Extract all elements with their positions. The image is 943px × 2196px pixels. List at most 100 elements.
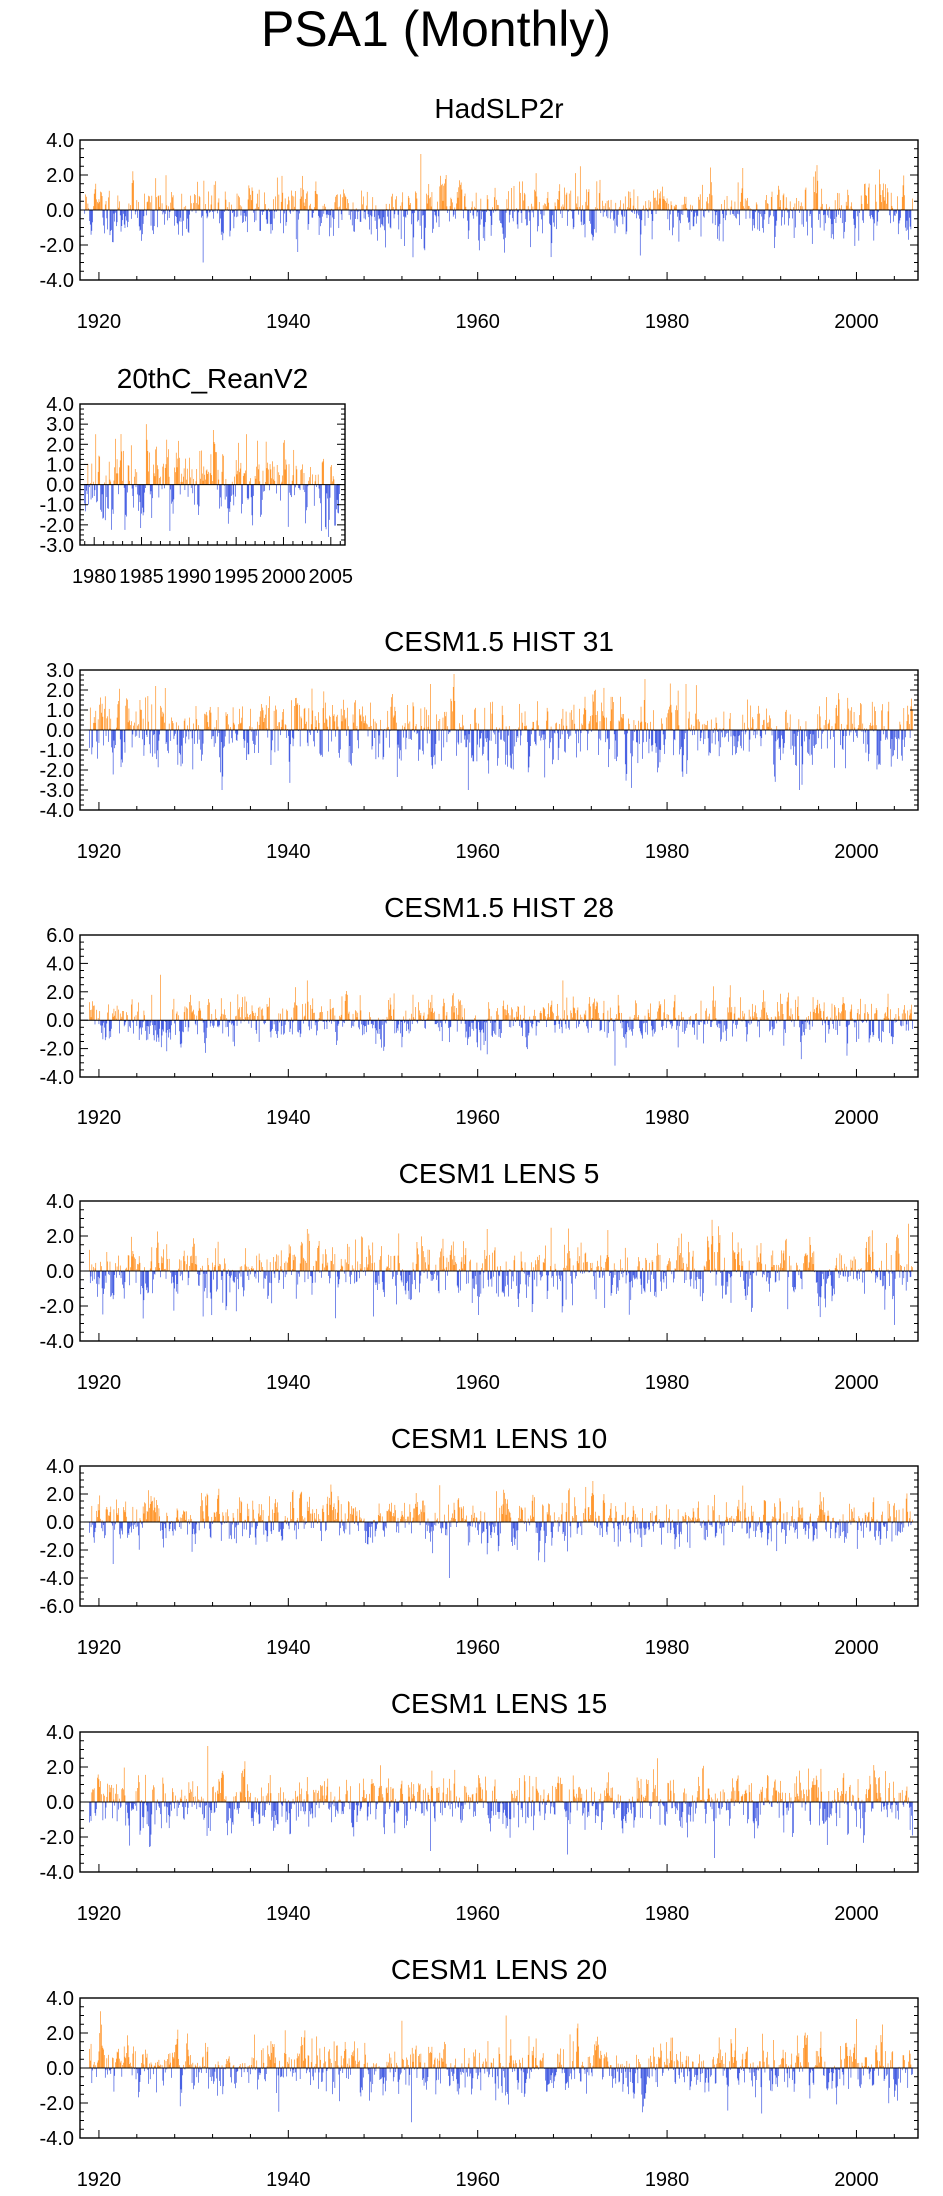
bar xyxy=(643,730,644,743)
bar xyxy=(720,730,722,748)
bar xyxy=(189,1002,190,1021)
bar xyxy=(703,1265,705,1271)
bar xyxy=(132,484,134,497)
bar xyxy=(353,722,355,730)
bar xyxy=(472,730,474,762)
bar xyxy=(319,210,321,218)
bar xyxy=(275,705,276,730)
bar xyxy=(282,1271,284,1273)
bar xyxy=(788,210,789,226)
bar xyxy=(324,203,325,210)
bar xyxy=(615,1269,617,1271)
bar xyxy=(329,1271,330,1284)
bar xyxy=(477,1271,478,1297)
bar xyxy=(201,1018,202,1021)
bar xyxy=(693,1271,695,1289)
bar xyxy=(711,1219,713,1271)
bar xyxy=(564,1267,566,1271)
bar xyxy=(126,210,127,221)
bar xyxy=(93,193,95,210)
bar xyxy=(796,730,797,766)
bar xyxy=(313,484,315,506)
bar xyxy=(758,210,759,213)
bar xyxy=(333,714,335,730)
bar xyxy=(205,1020,206,1053)
bar xyxy=(97,484,98,502)
bar xyxy=(597,711,598,730)
bar xyxy=(537,1256,538,1271)
bar xyxy=(447,1271,449,1276)
bar xyxy=(152,1271,153,1294)
bar xyxy=(189,717,190,730)
bar xyxy=(318,722,320,730)
bar xyxy=(696,719,698,730)
bar xyxy=(254,1012,256,1021)
bar xyxy=(453,1264,455,1271)
bar xyxy=(255,210,257,221)
bar xyxy=(584,1015,586,1021)
bar xyxy=(126,698,127,730)
bar xyxy=(576,203,577,210)
bar xyxy=(746,200,748,210)
x-tick-label: 1980 xyxy=(645,841,690,863)
bar xyxy=(856,730,858,738)
bar xyxy=(402,1269,404,1271)
bar xyxy=(318,484,320,489)
bar xyxy=(236,474,238,485)
bar xyxy=(510,730,512,768)
bar xyxy=(411,1271,413,1285)
bar xyxy=(179,1259,180,1271)
bar xyxy=(640,706,642,730)
bar xyxy=(828,210,830,218)
bar xyxy=(127,465,129,485)
bar xyxy=(291,1271,292,1275)
bar xyxy=(294,1002,295,1021)
bar xyxy=(430,206,432,210)
bar xyxy=(153,473,155,485)
bar xyxy=(531,1020,532,1027)
bar xyxy=(845,210,846,222)
bar xyxy=(401,1020,403,1048)
bar xyxy=(845,201,847,210)
bar xyxy=(809,1236,811,1271)
bar xyxy=(423,210,425,249)
bar xyxy=(375,730,377,760)
bar xyxy=(414,1271,415,1280)
bar xyxy=(84,210,86,214)
bar xyxy=(801,210,803,225)
bar xyxy=(674,994,676,1021)
bar xyxy=(102,210,104,218)
bar xyxy=(371,730,373,750)
bar xyxy=(450,197,452,210)
bar xyxy=(805,1020,807,1029)
bar xyxy=(463,1263,465,1271)
bar xyxy=(202,1018,203,1021)
bar xyxy=(422,730,424,755)
bar xyxy=(658,1001,660,1021)
bar xyxy=(816,1271,818,1283)
bar xyxy=(875,1013,876,1021)
bar xyxy=(163,210,164,213)
bar xyxy=(123,210,124,214)
bar xyxy=(836,1257,838,1271)
bar xyxy=(110,210,112,231)
bar xyxy=(834,1007,836,1021)
bar xyxy=(748,730,750,752)
bar xyxy=(701,1020,703,1023)
bar xyxy=(613,702,614,730)
bar xyxy=(373,718,374,730)
bar xyxy=(842,997,844,1021)
bar xyxy=(793,1271,794,1291)
bar xyxy=(598,1012,599,1021)
bar xyxy=(144,1267,145,1271)
bar xyxy=(392,1271,394,1277)
bar xyxy=(603,205,605,210)
bar xyxy=(523,192,525,210)
bar xyxy=(191,1012,193,1021)
bar xyxy=(404,1020,405,1024)
bar xyxy=(708,1247,710,1271)
bar xyxy=(521,210,523,223)
bar xyxy=(362,1020,364,1026)
y-tick-label: 3.0 xyxy=(46,660,74,682)
bar xyxy=(599,721,601,730)
